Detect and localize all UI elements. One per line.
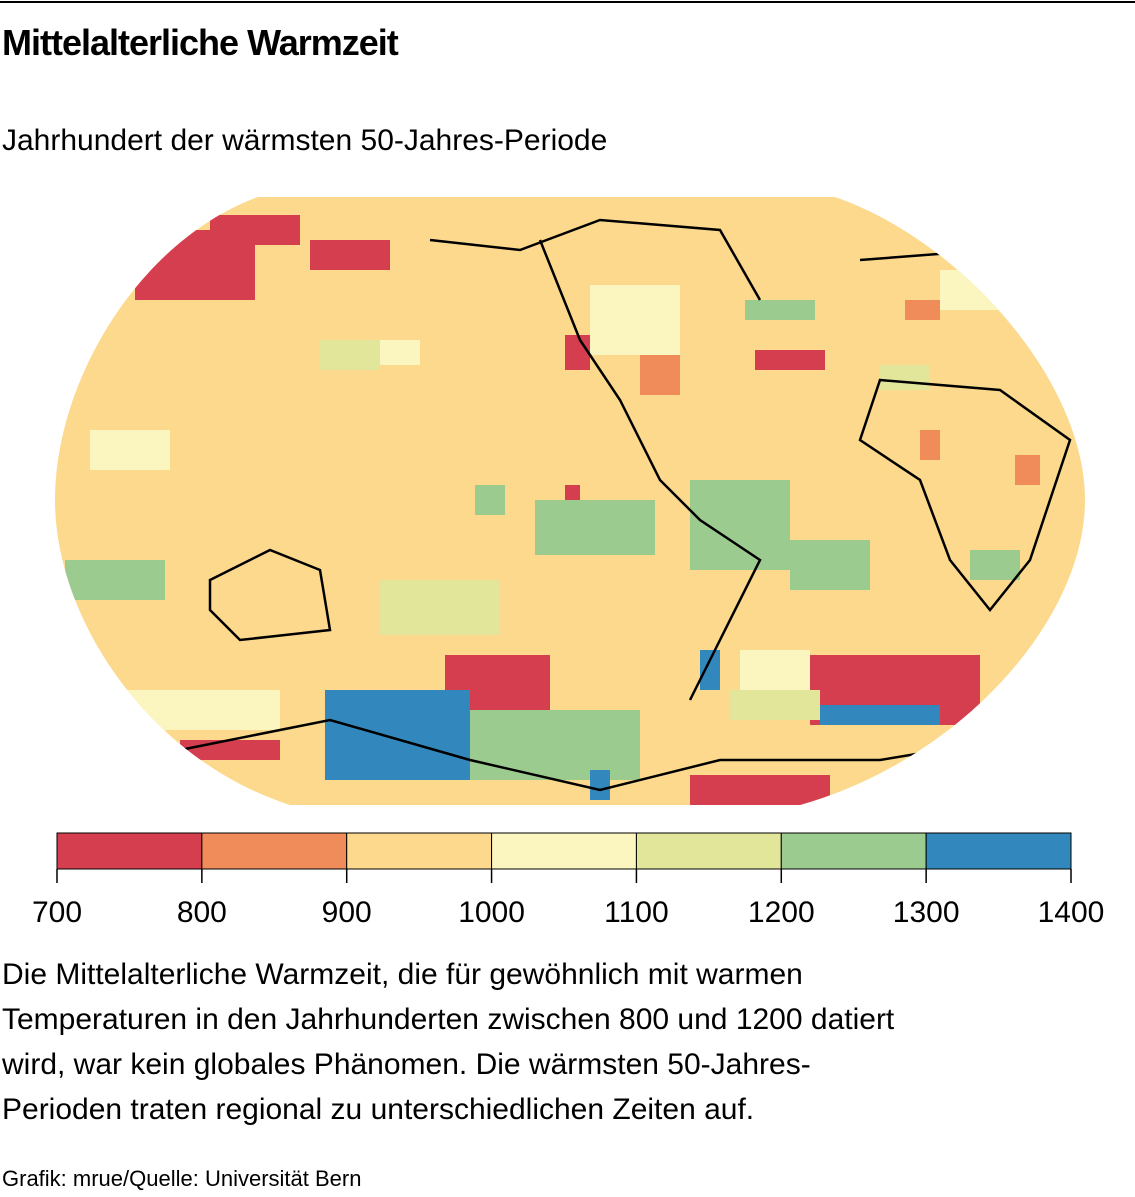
legend-tick-label: 1200 bbox=[748, 896, 815, 929]
legend-swatch bbox=[925, 832, 1072, 870]
legend-tick-label: 1400 bbox=[1038, 896, 1105, 929]
legend-tick-label: 900 bbox=[322, 896, 372, 929]
legend-tick-label: 1300 bbox=[893, 896, 960, 929]
description-line: Temperaturen in den Jahrhunderten zwisch… bbox=[2, 1003, 895, 1036]
legend-swatch bbox=[635, 832, 782, 870]
description: Die Mittelalterliche Warmzeit, die für g… bbox=[2, 952, 894, 1132]
legend: 700 800 900 1000 1100 1200 1300 1400 bbox=[32, 832, 1105, 929]
legend-tick-label: 700 bbox=[32, 896, 82, 929]
subtitle: Jahrhundert der wärmsten 50-Jahres-Perio… bbox=[2, 124, 608, 157]
legend-swatch bbox=[56, 832, 203, 870]
legend-swatch bbox=[491, 832, 637, 870]
description-line: Perioden traten regional zu unterschiedl… bbox=[2, 1093, 755, 1126]
legend-swatch bbox=[346, 832, 493, 870]
description-line: Die Mittelalterliche Warmzeit, die für g… bbox=[2, 958, 803, 991]
description-line: wird, war kein globales Phänomen. Die wä… bbox=[2, 1048, 811, 1081]
legend-tick-label: 1000 bbox=[458, 896, 525, 929]
credit: Grafik: mrue/Quelle: Universität Bern bbox=[2, 1166, 362, 1191]
legend-tick-label: 800 bbox=[177, 896, 227, 929]
legend-swatch bbox=[201, 832, 348, 870]
map bbox=[55, 197, 1085, 805]
legend-tick-label: 1100 bbox=[604, 896, 669, 929]
legend-swatch bbox=[780, 832, 927, 870]
title: Mittelalterliche Warmzeit bbox=[2, 22, 399, 63]
